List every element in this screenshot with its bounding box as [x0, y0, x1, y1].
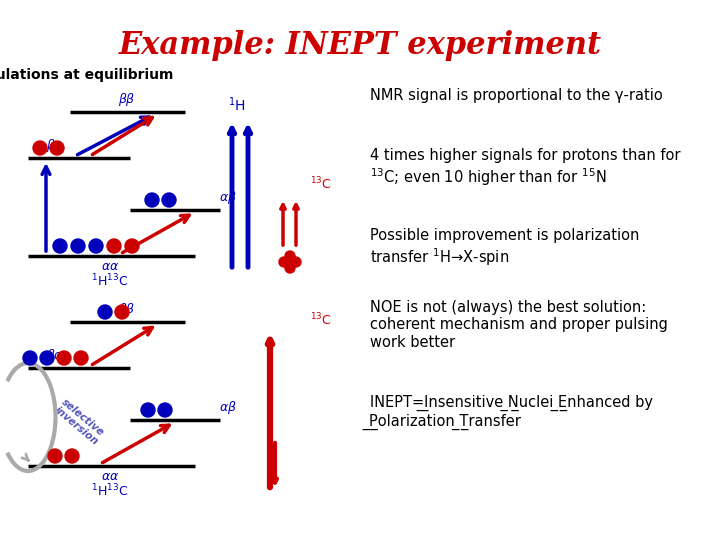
Text: $\beta\alpha$: $\beta\alpha$: [46, 137, 64, 154]
Circle shape: [74, 351, 88, 365]
Circle shape: [107, 239, 121, 253]
Text: 4 times higher signals for protons than for
$^{13}$C; even 10 higher than for $^: 4 times higher signals for protons than …: [370, 148, 680, 188]
Text: NMR signal is proportional to the γ-ratio: NMR signal is proportional to the γ-rati…: [370, 88, 662, 103]
Text: $\alpha\alpha$: $\alpha\alpha$: [101, 260, 119, 273]
Text: Example: INEPT experiment: Example: INEPT experiment: [118, 30, 602, 61]
Circle shape: [141, 403, 155, 417]
Text: Populations at equilibrium: Populations at equilibrium: [0, 68, 174, 82]
Text: $\beta\beta$: $\beta\beta$: [118, 91, 136, 108]
Circle shape: [162, 193, 176, 207]
Circle shape: [50, 141, 64, 155]
Text: $^{13}$C: $^{13}$C: [310, 312, 332, 328]
Circle shape: [285, 257, 295, 267]
Circle shape: [279, 257, 289, 267]
Text: NOE is not (always) the best solution:
coherent mechanism and proper pulsing
wor: NOE is not (always) the best solution: c…: [370, 300, 668, 350]
Text: $\beta\beta$: $\beta\beta$: [118, 301, 136, 318]
Circle shape: [53, 239, 67, 253]
Text: selective
inversion: selective inversion: [52, 396, 107, 448]
Text: $^{1}$H$^{13}$C: $^{1}$H$^{13}$C: [91, 273, 129, 289]
Text: Possible improvement is polarization
transfer $^{1}$H→X-spin: Possible improvement is polarization tra…: [370, 228, 639, 268]
Circle shape: [33, 141, 47, 155]
Text: $\alpha\beta$: $\alpha\beta$: [219, 399, 237, 416]
Circle shape: [285, 251, 295, 261]
Text: $^{13}$C: $^{13}$C: [310, 176, 332, 192]
Circle shape: [71, 239, 85, 253]
Circle shape: [89, 239, 103, 253]
Circle shape: [57, 351, 71, 365]
Text: $\alpha\beta$: $\alpha\beta$: [219, 189, 237, 206]
Circle shape: [125, 239, 139, 253]
Text: $\alpha\alpha$: $\alpha\alpha$: [101, 470, 119, 483]
Circle shape: [65, 449, 79, 463]
Text: $^{1}$H$^{13}$C: $^{1}$H$^{13}$C: [91, 483, 129, 500]
Circle shape: [145, 193, 159, 207]
Text: INEPT=̲I̲nsensitive ̲N̲uclei ̲E̲nhanced by
̲P̲olarization ̲T̲ransfer: INEPT=̲I̲nsensitive ̲N̲uclei ̲E̲nhanced …: [370, 395, 653, 430]
Text: $^{1}$H: $^{1}$H: [228, 96, 246, 114]
Circle shape: [23, 351, 37, 365]
Circle shape: [291, 257, 301, 267]
Circle shape: [98, 305, 112, 319]
Circle shape: [158, 403, 172, 417]
Circle shape: [285, 263, 295, 273]
Circle shape: [115, 305, 129, 319]
Circle shape: [48, 449, 62, 463]
Text: $\beta\alpha$: $\beta\alpha$: [46, 347, 64, 364]
Circle shape: [40, 351, 54, 365]
